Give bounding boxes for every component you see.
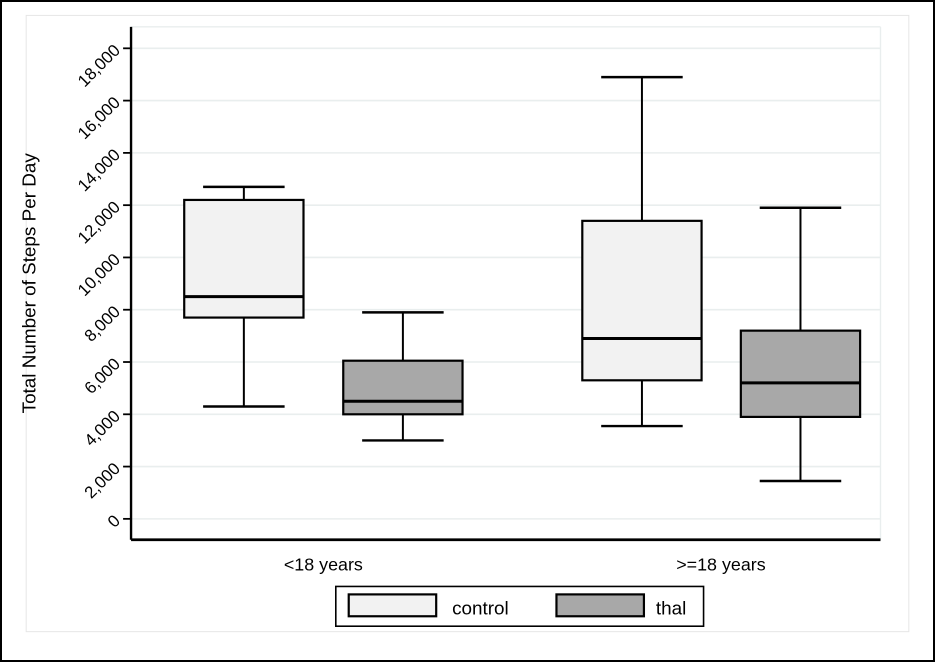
- y-tick-label: 4,000: [81, 407, 124, 450]
- box-thal-ge18: [739, 329, 862, 419]
- y-tick-label: 16,000: [74, 93, 124, 143]
- legend-swatch-control: [347, 593, 438, 618]
- x-category-label-lt18: <18 years: [284, 555, 363, 575]
- x-category-label-ge18: >=18 years: [676, 555, 765, 575]
- y-tick-label: 6,000: [81, 354, 124, 397]
- y-tick-label: 8,000: [81, 302, 124, 345]
- y-tick-label: 0: [104, 511, 124, 531]
- y-tick-label: 14,000: [74, 145, 124, 195]
- legend-label-thal: thal: [656, 598, 686, 619]
- graph-region-outline: [25, 14, 910, 633]
- y-axis-title: Total Number of Steps Per Day: [20, 153, 41, 414]
- box-thal-lt18: [342, 359, 464, 416]
- y-tick-label: 2,000: [81, 459, 124, 502]
- box-control-ge18: [581, 219, 703, 382]
- y-tick-label: 10,000: [74, 250, 124, 300]
- box-control-lt18: [183, 198, 305, 319]
- legend-swatch-thal: [555, 593, 646, 618]
- y-tick-label: 12,000: [74, 198, 124, 248]
- legend-label-control: control: [452, 598, 509, 619]
- y-tick-label: 18,000: [74, 41, 124, 91]
